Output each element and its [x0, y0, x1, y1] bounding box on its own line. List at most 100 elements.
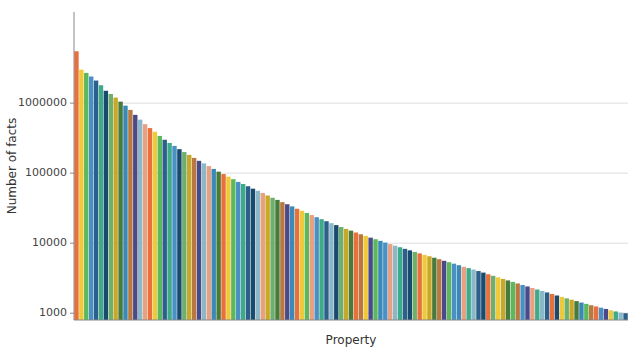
- bar: [486, 274, 490, 320]
- bar: [574, 301, 578, 320]
- bar: [565, 298, 569, 320]
- x-axis-line: [74, 320, 628, 321]
- x-axis-label: Property: [326, 333, 377, 347]
- bar: [462, 267, 466, 320]
- bar: [614, 311, 618, 320]
- bar: [197, 161, 201, 320]
- bar: [133, 115, 137, 320]
- bar: [128, 110, 132, 320]
- bar: [109, 94, 113, 320]
- bar: [540, 291, 544, 320]
- bar: [520, 285, 524, 320]
- bar: [354, 233, 358, 320]
- bar: [569, 300, 573, 320]
- bar: [368, 238, 372, 320]
- bar: [261, 193, 265, 320]
- bar: [457, 265, 461, 320]
- bar: [148, 128, 152, 320]
- bar: [618, 313, 622, 320]
- bar: [599, 308, 603, 320]
- bar: [408, 250, 412, 320]
- bar: [560, 297, 564, 320]
- bar: [275, 200, 279, 320]
- bar: [584, 304, 588, 320]
- bar: [471, 270, 475, 320]
- bar: [143, 124, 147, 320]
- bar: [319, 219, 323, 320]
- chart: 1000100001000001000000PropertyNumber of …: [0, 0, 640, 354]
- bar: [84, 73, 88, 320]
- y-tick: [70, 103, 74, 104]
- y-tick-label: 100000: [25, 166, 67, 179]
- bar: [364, 236, 368, 320]
- bar: [74, 51, 78, 320]
- bar: [530, 288, 534, 320]
- y-tick: [70, 243, 74, 244]
- bar: [290, 206, 294, 320]
- bar: [231, 179, 235, 320]
- bar: [280, 202, 284, 320]
- y-tick-label: 1000000: [18, 96, 67, 109]
- bar: [300, 211, 304, 320]
- bar: [413, 252, 417, 320]
- bar: [270, 198, 274, 320]
- bar: [295, 209, 299, 320]
- bar: [447, 262, 451, 320]
- bar: [437, 259, 441, 320]
- bar: [265, 195, 269, 320]
- bar: [241, 184, 245, 320]
- bar: [187, 155, 191, 320]
- bar: [511, 282, 515, 320]
- bar: [172, 146, 176, 320]
- bar: [432, 258, 436, 320]
- bar: [496, 277, 500, 320]
- bar: [329, 223, 333, 320]
- bar: [452, 264, 456, 320]
- bar: [221, 174, 225, 320]
- bar: [349, 231, 353, 320]
- bar: [344, 229, 348, 320]
- bar: [310, 215, 314, 320]
- bar: [167, 143, 171, 320]
- bar: [545, 292, 549, 320]
- bar: [466, 268, 470, 320]
- bar: [285, 204, 289, 320]
- bar: [525, 286, 529, 320]
- bar: [476, 271, 480, 320]
- y-tick: [70, 313, 74, 314]
- bar: [388, 244, 392, 320]
- bar: [314, 217, 318, 320]
- bar: [579, 303, 583, 320]
- bar: [212, 169, 216, 320]
- bar: [162, 140, 166, 320]
- y-axis-label: Number of facts: [5, 118, 19, 215]
- bar: [481, 273, 485, 320]
- bar: [99, 85, 103, 320]
- bar: [251, 189, 255, 320]
- bar: [89, 76, 93, 320]
- bar: [94, 81, 98, 320]
- bar: [113, 98, 117, 320]
- bar: [442, 261, 446, 320]
- bar: [604, 309, 608, 320]
- bar: [589, 305, 593, 320]
- bar: [422, 255, 426, 320]
- bar: [118, 102, 122, 320]
- bar: [393, 246, 397, 320]
- bar: [609, 310, 613, 320]
- bar: [202, 163, 206, 320]
- bar: [550, 294, 554, 320]
- bar: [501, 279, 505, 320]
- bar: [158, 136, 162, 320]
- y-tick-label: 10000: [32, 236, 67, 249]
- bar: [177, 149, 181, 320]
- bar: [378, 241, 382, 320]
- bar: [373, 239, 377, 320]
- bar: [506, 280, 510, 320]
- bar: [555, 296, 559, 320]
- bar: [236, 182, 240, 320]
- grid-line: [74, 173, 628, 174]
- bar: [305, 213, 309, 320]
- bar: [256, 191, 260, 320]
- bar: [334, 225, 338, 320]
